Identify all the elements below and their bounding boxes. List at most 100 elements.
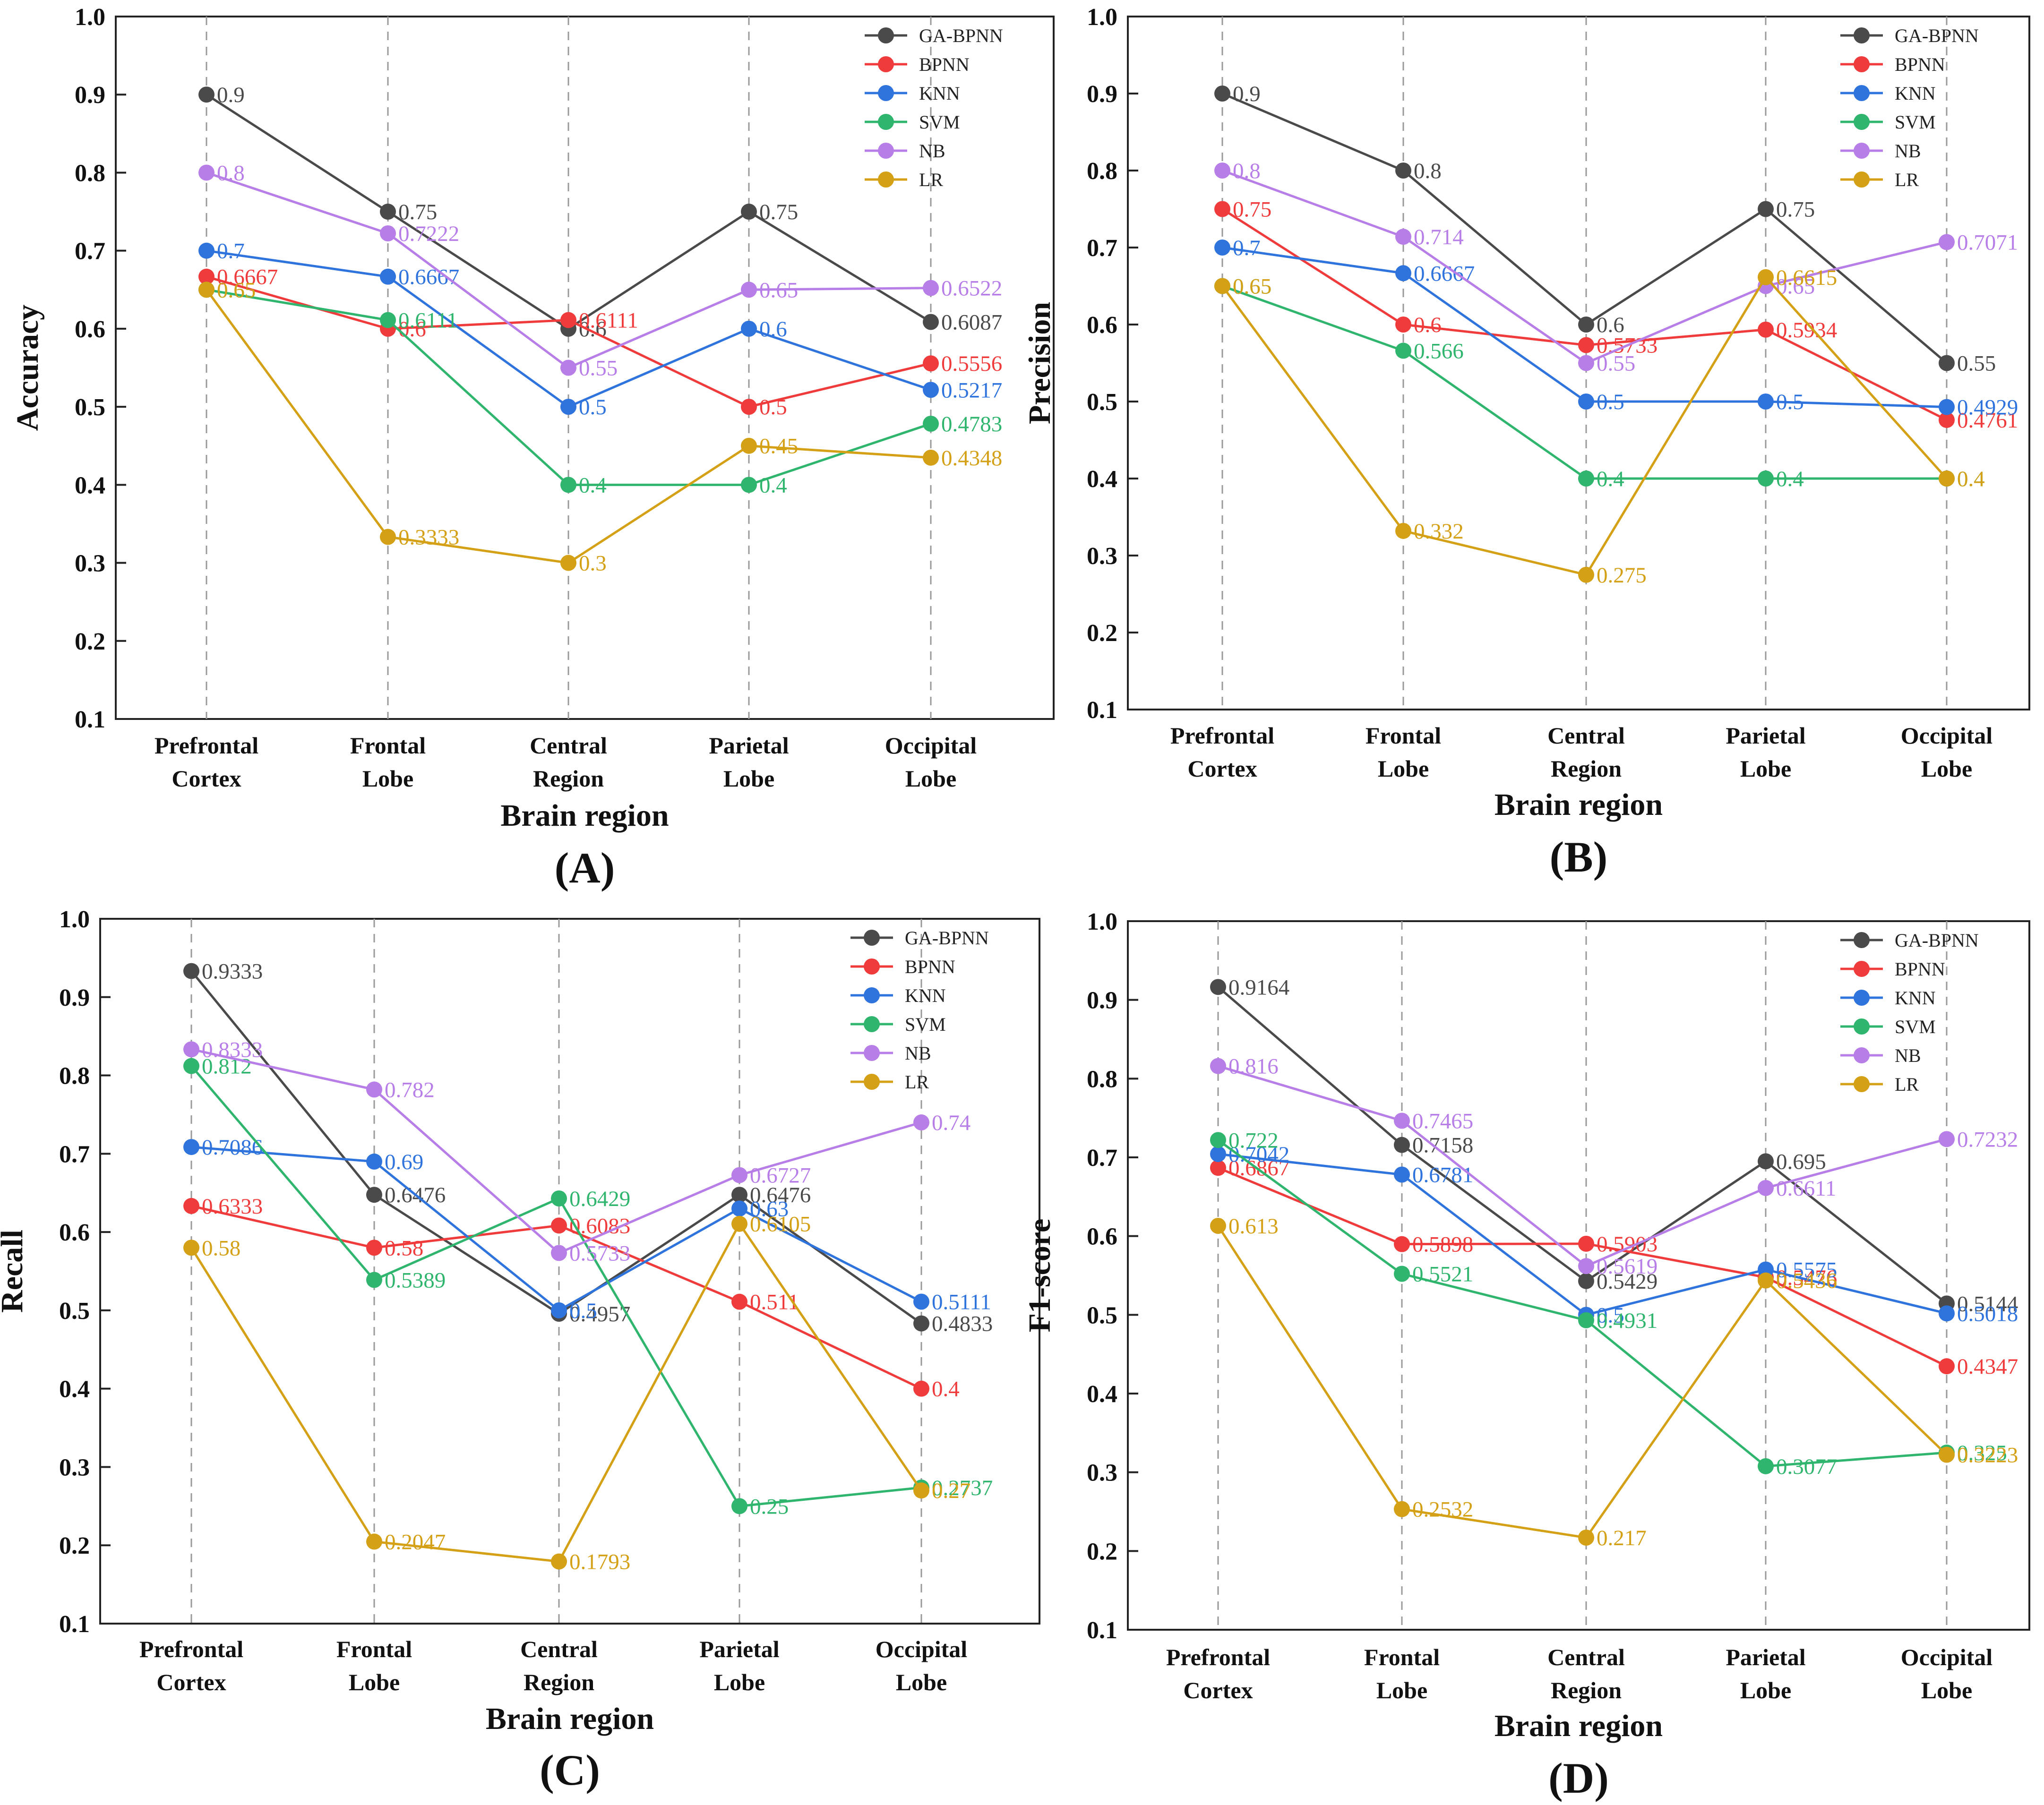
accuracy-data-label-knn: 0.5 xyxy=(579,395,607,419)
f1-score-x-axis-title: Brain region xyxy=(1494,1709,1663,1743)
accuracy-data-label-nb: 0.7222 xyxy=(398,222,459,246)
recall-category-label: Lobe xyxy=(896,1669,947,1695)
recall-ytick-label: 0.4 xyxy=(59,1376,90,1403)
f1-score-ytick-label: 0.6 xyxy=(1087,1223,1117,1250)
accuracy-data-label-knn: 0.6667 xyxy=(398,265,459,290)
recall-legend-swatch-dot xyxy=(864,958,880,975)
accuracy-data-label-bpnn: 0.5556 xyxy=(941,351,1002,376)
recall-data-label-bpnn: 0.6333 xyxy=(202,1194,263,1219)
accuracy-data-label-svm: 0.6111 xyxy=(398,308,458,333)
f1-score-data-label-bpnn: 0.5476 xyxy=(1776,1266,1837,1290)
recall-category-label: Central xyxy=(520,1636,598,1662)
accuracy-point-lr xyxy=(741,437,757,454)
recall-data-label-bpnn: 0.4 xyxy=(932,1377,960,1402)
f1-score-data-label-ga-bpnn: 0.9164 xyxy=(1228,975,1289,1000)
recall-data-label-nb: 0.5733 xyxy=(569,1241,630,1266)
f1-score-point-ga-bpnn xyxy=(1394,1137,1410,1153)
f1-score-legend-label: SVM xyxy=(1895,1016,1936,1037)
recall-category-label: Cortex xyxy=(156,1669,226,1695)
recall-category-label: Prefrontal xyxy=(139,1636,243,1662)
recall-data-label-nb: 0.6727 xyxy=(750,1163,811,1188)
accuracy-ytick-label: 0.9 xyxy=(75,82,105,109)
f1-score-category-label: Cortex xyxy=(1183,1677,1253,1703)
f1-score-series-line-svm xyxy=(1217,1139,1947,1468)
accuracy-point-ga-bpnn xyxy=(198,86,215,103)
f1-score-data-label-bpnn: 0.4347 xyxy=(1957,1354,2018,1379)
accuracy-point-nb xyxy=(923,280,939,296)
f1-score-data-label-nb: 0.816 xyxy=(1228,1054,1279,1079)
recall-data-label-ga-bpnn: 0.6476 xyxy=(750,1183,811,1207)
precision-point-ga-bpnn xyxy=(1578,317,1594,333)
recall-point-nb xyxy=(913,1114,929,1131)
precision-point-knn xyxy=(1939,399,1955,415)
precision-point-lr xyxy=(1214,278,1230,294)
recall-category-label: Parietal xyxy=(699,1636,779,1662)
accuracy-plot-frame xyxy=(115,16,1055,720)
accuracy-category-label: Cortex xyxy=(172,765,241,792)
recall-ytick-label: 0.1 xyxy=(59,1611,90,1638)
accuracy-ytick-label: 0.7 xyxy=(75,238,105,265)
accuracy-data-label-knn: 0.5217 xyxy=(941,378,1002,402)
accuracy-data-label-bpnn: 0.6667 xyxy=(217,265,278,290)
accuracy-legend-label: GA-BPNN xyxy=(919,25,1003,46)
accuracy-point-svm xyxy=(380,312,396,328)
precision-point-bpnn xyxy=(1758,321,1774,338)
recall-data-label-knn: 0.5 xyxy=(569,1299,597,1323)
recall-point-lr xyxy=(551,1553,567,1570)
recall-legend-swatch-dot xyxy=(864,1016,880,1032)
precision-data-label-nb: 0.714 xyxy=(1414,225,1464,249)
recall-data-label-knn: 0.5111 xyxy=(932,1290,991,1314)
f1-score-ytick-label: 0.4 xyxy=(1087,1381,1117,1408)
accuracy-data-label-knn: 0.7 xyxy=(217,239,245,264)
recall-point-svm xyxy=(366,1272,382,1288)
accuracy-point-nb xyxy=(198,164,215,181)
recall-data-label-nb: 0.8333 xyxy=(202,1037,263,1062)
precision-plot-frame xyxy=(1127,16,2030,710)
precision-point-bpnn xyxy=(1214,201,1230,217)
accuracy-point-lr xyxy=(198,282,215,298)
f1-score-point-bpnn xyxy=(1210,1160,1226,1176)
f1-score-point-nb xyxy=(1758,1180,1774,1196)
recall-point-nb xyxy=(183,1041,199,1058)
recall-legend-label: SVM xyxy=(905,1014,946,1035)
precision-point-lr xyxy=(1395,522,1411,539)
recall-ytick-label: 0.5 xyxy=(59,1298,90,1325)
recall-point-knn xyxy=(913,1293,929,1310)
precision-category-label: Lobe xyxy=(1378,755,1429,782)
recall-plot-frame xyxy=(99,918,1040,1625)
recall-point-nb xyxy=(366,1081,382,1098)
precision-ytick-label: 0.1 xyxy=(1087,697,1117,724)
accuracy-legend-label: KNN xyxy=(919,83,960,104)
precision-category-label: Lobe xyxy=(1740,755,1791,782)
recall-legend-swatch-dot xyxy=(864,987,880,1003)
precision-point-lr xyxy=(1758,269,1774,285)
f1-score-point-ga-bpnn xyxy=(1210,979,1226,995)
accuracy-data-label-lr: 0.65 xyxy=(217,278,256,302)
accuracy-data-label-bpnn: 0.6 xyxy=(398,317,426,342)
f1-score-data-label-lr: 0.5436 xyxy=(1776,1269,1837,1293)
accuracy-point-bpnn xyxy=(560,312,576,328)
accuracy-data-label-nb: 0.65 xyxy=(759,278,798,302)
precision-data-label-nb: 0.7071 xyxy=(1957,230,2018,255)
precision-data-label-ga-bpnn: 0.8 xyxy=(1414,159,1442,183)
accuracy-legend-swatch-dot xyxy=(878,171,894,188)
f1-score-legend-swatch-dot xyxy=(1854,932,1870,948)
f1-score-data-label-svm: 0.3077 xyxy=(1776,1454,1837,1479)
accuracy-data-label-lr: 0.3 xyxy=(579,551,607,576)
recall-point-svm xyxy=(551,1190,567,1206)
accuracy-ytick-label: 0.4 xyxy=(75,472,105,499)
recall-point-knn xyxy=(551,1302,567,1318)
accuracy-legend-label: LR xyxy=(919,169,943,190)
recall-x-axis-title: Brain region xyxy=(486,1702,654,1736)
accuracy-ytick-label: 0.1 xyxy=(75,706,105,733)
accuracy-legend-swatch-dot xyxy=(878,85,894,101)
precision-point-nb xyxy=(1214,163,1230,179)
accuracy-panel-label: (A) xyxy=(555,844,615,892)
precision-data-label-svm: 0.65 xyxy=(1233,274,1271,299)
precision-point-knn xyxy=(1214,240,1230,256)
recall-data-label-knn: 0.69 xyxy=(385,1150,423,1174)
precision-legend-swatch-dot xyxy=(1854,56,1870,72)
recall-data-label-svm: 0.5389 xyxy=(385,1268,446,1292)
f1-score-series-line-knn xyxy=(1218,1153,1947,1316)
